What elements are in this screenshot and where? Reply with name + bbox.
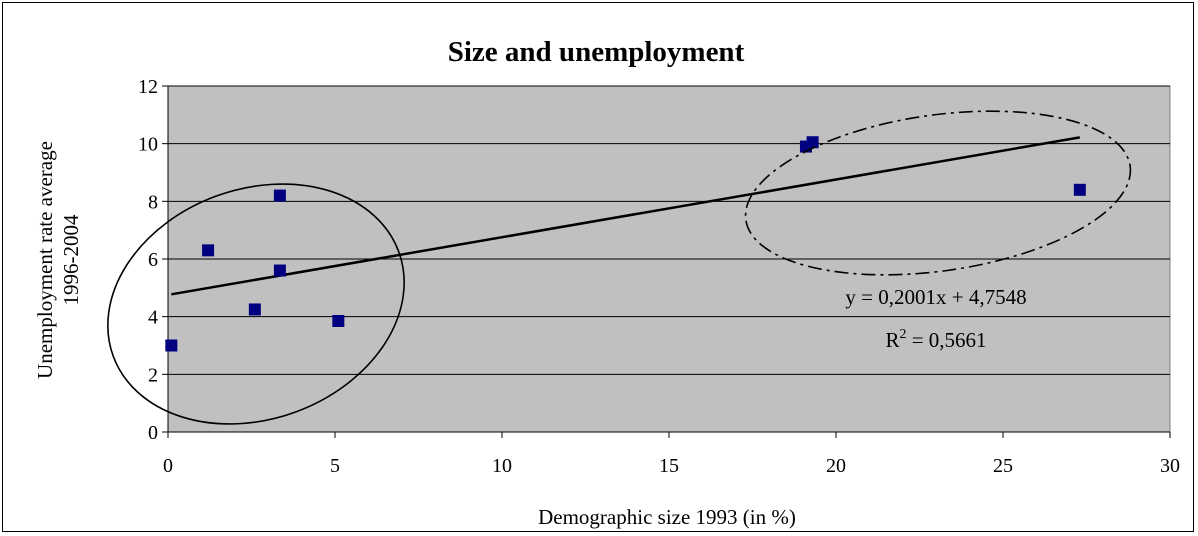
- x-tick-labels: 0 5 10 15 20 25 30: [163, 432, 1180, 477]
- data-point: [165, 339, 178, 352]
- x-axis-label: Demographic size 1993 (in %): [538, 505, 796, 529]
- data-point: [1073, 183, 1086, 196]
- r-squared-value: = 0,5661: [906, 328, 986, 352]
- y-tick-label: 8: [148, 191, 158, 213]
- x-tick-label: 5: [330, 455, 340, 477]
- x-tick-label: 25: [993, 455, 1013, 477]
- x-tick-label: 30: [1160, 455, 1180, 477]
- data-point: [202, 244, 215, 257]
- x-tick-label: 0: [163, 455, 173, 477]
- chart-title: Size and unemployment: [448, 36, 745, 68]
- cluster-ellipse-large: [744, 110, 1132, 276]
- r-squared-label: R2 = 0,5661: [885, 327, 986, 352]
- trendline: [171, 136, 1081, 296]
- data-points: [165, 136, 1086, 352]
- y-tick-labels: 0 2 4 6 8 10 12: [138, 76, 168, 444]
- data-point: [273, 264, 286, 277]
- x-tick-label: 20: [826, 455, 846, 477]
- y-axis-label-line1: Unemployment rate average: [33, 141, 57, 379]
- y-tick-label: 6: [148, 249, 158, 271]
- cluster-ellipse-small: [107, 183, 405, 425]
- x-tick-label: 15: [659, 455, 679, 477]
- y-tick-label: 12: [138, 76, 158, 98]
- data-point: [806, 136, 819, 149]
- r-squared-superscript: 2: [899, 327, 906, 342]
- y-tick-label: 10: [138, 134, 158, 156]
- y-tick-label: 0: [148, 422, 158, 444]
- data-point: [273, 189, 286, 202]
- x-tick-label: 10: [492, 455, 512, 477]
- r-squared-symbol: R: [885, 328, 899, 352]
- data-point: [248, 303, 261, 316]
- trendline-equation: y = 0,2001x + 4,7548: [845, 285, 1026, 309]
- y-axis-label-line2: 1996-2004: [59, 214, 83, 305]
- data-point: [332, 314, 345, 327]
- y-tick-label: 4: [148, 307, 158, 329]
- y-tick-label: 2: [148, 364, 158, 386]
